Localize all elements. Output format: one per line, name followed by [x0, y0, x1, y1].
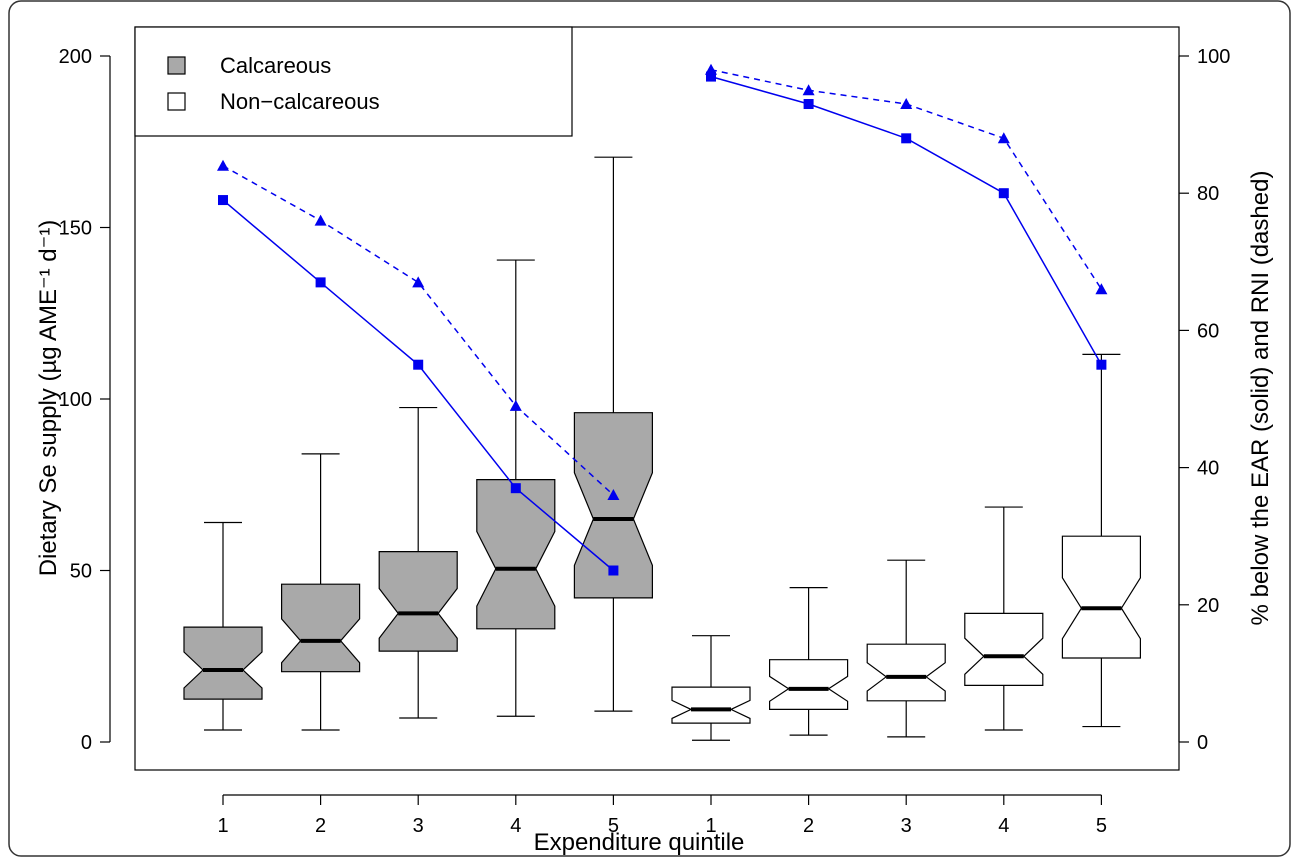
x-tick-label-1-0: 1 [705, 815, 716, 837]
ear-point-1-2 [901, 133, 912, 144]
x-tick-label-1-1: 2 [803, 815, 814, 837]
left-axis: 0 50 100 150 200 [59, 46, 111, 754]
box-1-1 [768, 587, 849, 736]
box-body [378, 550, 458, 652]
box-body [964, 612, 1044, 687]
ear-point-1-4 [1096, 359, 1107, 370]
box-1-3 [964, 506, 1044, 731]
box-0-1 [281, 453, 361, 731]
rni-point-0-1 [314, 214, 327, 226]
rni-point-0-2 [412, 276, 425, 288]
box-0-3 [476, 259, 556, 717]
left-tick-label-200: 200 [59, 46, 92, 68]
x-axis: 1 2 3 4 5 1 2 3 4 5 [217, 794, 1107, 837]
right-tick-label-80: 80 [1197, 183, 1219, 205]
box-body [573, 412, 654, 599]
ear-point-0-4 [608, 565, 619, 576]
box-body [281, 583, 361, 673]
right-tick-label-60: 60 [1197, 320, 1219, 342]
right-tick-label-20: 20 [1197, 595, 1219, 617]
rni-point-1-1 [802, 84, 815, 96]
left-tick-label-0: 0 [81, 732, 92, 754]
legend-swatch-non-calcareous [167, 92, 186, 111]
box-body [768, 659, 849, 711]
y-axis-title: Dietary Se supply (µg AME⁻¹ d⁻¹) [35, 220, 62, 577]
box-1-4 [1061, 353, 1142, 728]
ear-point-1-3 [998, 188, 1009, 199]
rni-point-0-4 [607, 489, 620, 500]
x-axis-title: Expenditure quintile [534, 829, 745, 856]
ear-point-0-3 [510, 483, 521, 494]
box-0-2 [378, 406, 458, 719]
ear-point-0-0 [218, 195, 228, 206]
legend-box [134, 26, 573, 137]
legend-label-non-calcareous: Non−calcareous [220, 89, 380, 114]
box-0-4 [573, 156, 654, 712]
x-tick-label-0-2: 3 [413, 815, 424, 837]
ear-point-1-1 [803, 99, 814, 110]
box-body [866, 643, 946, 702]
box-1-0 [671, 635, 751, 741]
legend: Calcareous Non−calcareous [134, 26, 573, 137]
x-tick-label-1-2: 3 [901, 815, 912, 837]
legend-swatch-calcareous [167, 56, 186, 75]
ear-point-0-1 [315, 277, 326, 288]
ear-point-0-2 [413, 359, 424, 370]
right-tick-label-100: 100 [1197, 46, 1230, 68]
box-1-2 [866, 559, 946, 738]
box-0-0 [183, 521, 263, 731]
rni-point-0-3 [509, 399, 522, 411]
boxes-layer [183, 156, 1142, 741]
legend-label-calcareous: Calcareous [220, 53, 331, 78]
rni-point-1-3 [997, 132, 1010, 144]
x-tick-label-0-0: 1 [217, 815, 228, 837]
x-tick-label-0-1: 2 [315, 815, 326, 837]
x-tick-label-0-4: 5 [608, 815, 619, 837]
y2-axis-title: % below the EAR (solid) and RNI (dashed) [1247, 171, 1274, 626]
ear-point-1-0 [706, 71, 716, 82]
left-tick-label-150: 150 [59, 218, 92, 240]
box-body [183, 626, 263, 700]
rni-point-0-0 [217, 159, 229, 171]
left-tick-label-100: 100 [59, 389, 92, 411]
left-tick-label-50: 50 [70, 561, 92, 583]
right-tick-label-0: 0 [1197, 732, 1208, 754]
right-tick-label-40: 40 [1197, 458, 1219, 480]
rni-point-1-2 [900, 98, 913, 109]
box-body [671, 686, 751, 724]
x-tick-label-1-3: 4 [998, 815, 1009, 837]
x-tick-label-1-4: 5 [1096, 815, 1107, 837]
rni-point-1-4 [1095, 283, 1108, 295]
x-tick-label-0-3: 4 [510, 815, 521, 837]
lines-layer [217, 63, 1108, 576]
box-body [1061, 535, 1142, 659]
right-axis: 0 20 40 60 80 100 [1178, 46, 1230, 754]
box-body [476, 479, 556, 630]
